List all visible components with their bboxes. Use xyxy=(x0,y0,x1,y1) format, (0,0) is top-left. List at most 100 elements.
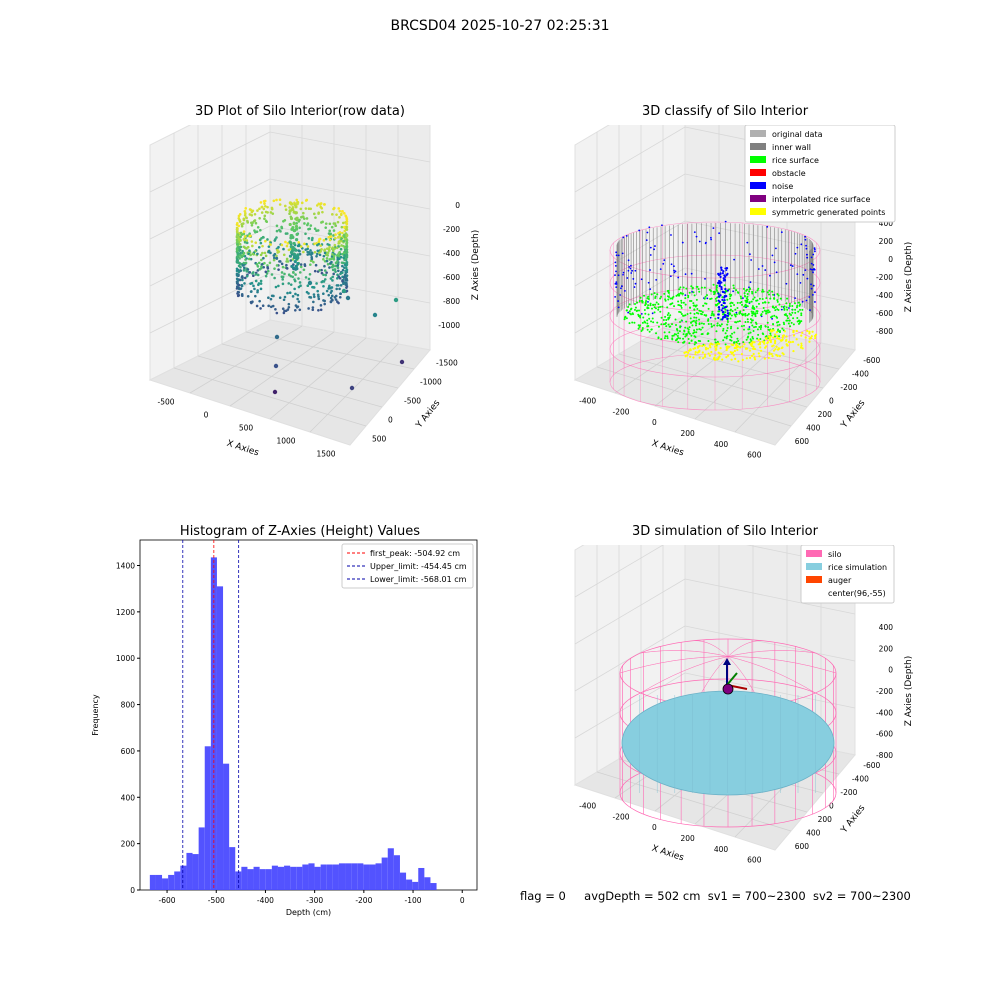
raw-point xyxy=(296,244,300,248)
rice-surface-point xyxy=(736,301,739,304)
raw-point xyxy=(240,255,244,259)
raw-point xyxy=(342,256,346,260)
rice-surface-point xyxy=(694,324,697,327)
noise-point xyxy=(631,269,634,272)
raw-point xyxy=(235,230,239,234)
rice-surface-point xyxy=(682,337,685,340)
rice-surface-point xyxy=(638,299,641,302)
rice-surface-point xyxy=(710,314,713,317)
histogram-bar xyxy=(204,746,211,890)
rice-surface-point xyxy=(739,310,742,313)
raw-point xyxy=(271,304,275,308)
status-bar: flag = 0 avgDepth = 502 cm sv1 = 700~230… xyxy=(520,889,911,903)
rice-surface-point xyxy=(647,304,650,307)
histogram-bar xyxy=(399,872,407,890)
z-tick-label: -400 xyxy=(443,249,460,258)
raw-point xyxy=(339,292,342,295)
raw-point xyxy=(299,265,303,269)
raw-point xyxy=(277,284,280,288)
raw-point xyxy=(252,274,255,278)
symmetric-point xyxy=(767,356,770,360)
noise-point xyxy=(615,281,618,283)
flag-text: flag = 0 xyxy=(520,889,566,903)
legend-label: Lower_limit: -568.01 cm xyxy=(370,575,467,584)
rice-surface-point xyxy=(631,312,634,315)
raw-point xyxy=(266,267,270,270)
legend-label: noise xyxy=(772,182,793,191)
rice-surface-point xyxy=(684,326,687,329)
legend-swatch xyxy=(750,156,766,163)
rice-surface-point xyxy=(669,314,672,317)
raw-point xyxy=(287,302,291,306)
noise-point xyxy=(632,278,635,280)
raw-point xyxy=(305,290,309,294)
rice-surface-point xyxy=(679,325,682,328)
symmetric-point xyxy=(721,358,724,361)
raw-point xyxy=(337,207,341,210)
rice-surface-point xyxy=(628,303,631,306)
rice-surface-point xyxy=(774,309,777,312)
raw-point xyxy=(250,223,254,227)
x-tick-label: -600 xyxy=(159,896,176,905)
rice-surface-point xyxy=(714,303,717,306)
raw-point xyxy=(345,281,348,285)
rice-surface-point xyxy=(657,325,660,328)
rice-surface-point xyxy=(796,304,799,307)
rice-surface-point xyxy=(751,305,754,308)
rice-surface-point xyxy=(687,330,690,333)
rice-surface-point xyxy=(674,318,677,321)
rice-surface-point xyxy=(625,309,628,312)
rice-surface-point xyxy=(793,302,796,305)
raw-point xyxy=(264,204,267,208)
raw-point xyxy=(343,212,346,215)
raw-point xyxy=(268,243,272,246)
symmetric-point xyxy=(709,342,712,345)
raw-point xyxy=(329,277,333,280)
raw-point xyxy=(292,271,295,274)
histogram-bar xyxy=(247,869,254,890)
rice-surface-point xyxy=(684,303,687,306)
rice-surface-point xyxy=(643,294,646,297)
rice-surface-point xyxy=(726,320,729,323)
symmetric-point xyxy=(753,341,756,344)
rice-surface-point xyxy=(718,310,721,313)
rice-surface-point xyxy=(758,297,761,300)
noise-point xyxy=(654,245,656,247)
rice-surface-point xyxy=(751,314,754,317)
noise-point xyxy=(717,272,720,275)
rice-surface-point xyxy=(725,337,728,340)
raw-point xyxy=(260,258,263,262)
noise-point xyxy=(662,262,665,265)
symmetric-point xyxy=(776,354,779,358)
rice-surface-point xyxy=(764,325,767,328)
rice-surface-point xyxy=(754,325,757,328)
raw-point xyxy=(236,227,239,231)
rice-surface-point xyxy=(701,332,704,335)
raw-point xyxy=(319,304,323,307)
rice-surface-point xyxy=(687,337,690,340)
raw-point xyxy=(288,291,292,295)
raw-point xyxy=(300,215,303,219)
noise-point xyxy=(640,278,643,281)
raw-point xyxy=(294,292,297,296)
rice-surface-point xyxy=(680,319,683,322)
rice-surface-point xyxy=(677,303,680,306)
symmetric-point xyxy=(759,346,762,349)
rice-surface-point xyxy=(647,313,650,316)
z-tick-label: -400 xyxy=(876,708,893,717)
noise-point xyxy=(742,297,744,300)
raw-point xyxy=(325,257,329,260)
raw-point xyxy=(286,232,289,235)
rice-surface-point xyxy=(655,332,658,335)
raw-point xyxy=(302,250,305,254)
y-tick-label: 500 xyxy=(372,435,387,444)
raw-point xyxy=(323,251,327,255)
outlier-point xyxy=(393,297,399,303)
raw-point xyxy=(235,234,239,238)
noise-point xyxy=(627,311,630,314)
rice-surface-point xyxy=(751,319,754,322)
raw-point xyxy=(275,264,279,267)
rice-surface-point xyxy=(759,327,762,330)
noise-point xyxy=(721,272,724,275)
raw-point xyxy=(238,220,242,223)
